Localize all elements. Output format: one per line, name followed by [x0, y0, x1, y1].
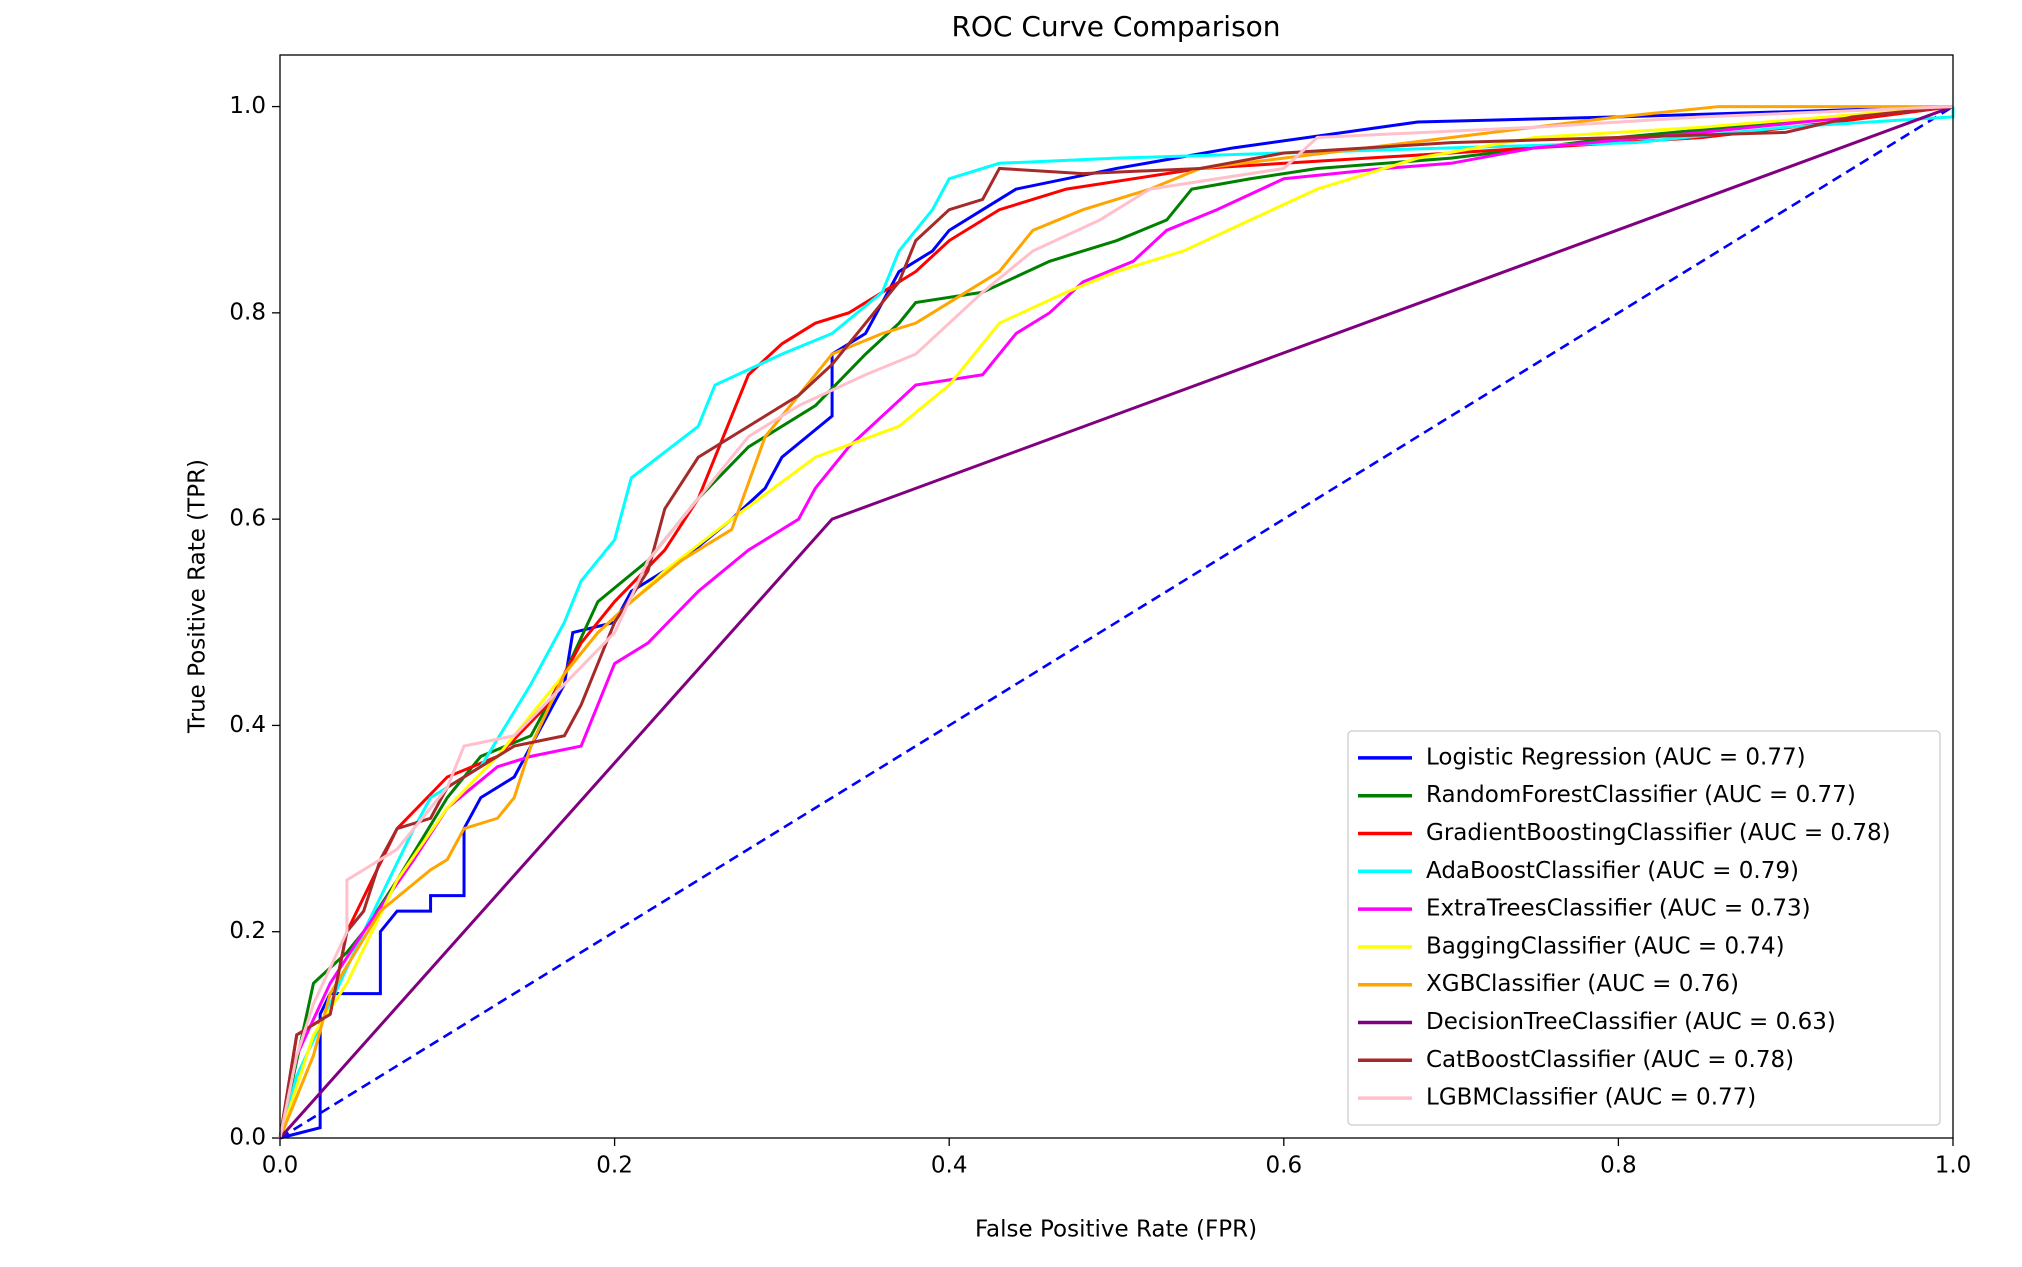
legend-label: CatBoostClassifier (AUC = 0.78) [1426, 1047, 1794, 1073]
x-tick-label: 0.2 [596, 1153, 633, 1179]
y-tick-label: 0.6 [229, 506, 266, 532]
legend-label: Logistic Regression (AUC = 0.77) [1426, 744, 1806, 770]
legend-label: AdaBoostClassifier (AUC = 0.79) [1426, 858, 1799, 884]
reference-line [279, 105, 1954, 1140]
plot-frame [279, 54, 1954, 1139]
y-tick-label: 0.8 [229, 299, 266, 325]
x-tick-label: 1.0 [1935, 1153, 1972, 1179]
roc-curve [278, 106, 1955, 1139]
roc-curve [278, 105, 1954, 1139]
roc-curve [279, 105, 1954, 1140]
legend-box [1347, 730, 1941, 1126]
y-tick-label: 0.2 [229, 918, 266, 944]
y-axis-label: True Positive Rate (TPR) [185, 459, 211, 734]
legend-label: LGBMClassifier (AUC = 0.77) [1426, 1085, 1756, 1111]
x-tick-label: 0.6 [1266, 1153, 1303, 1179]
x-tick-label: 0.0 [262, 1153, 299, 1179]
y-tick-label: 0.4 [229, 712, 266, 738]
y-tick-label: 0.0 [229, 1125, 266, 1151]
legend-label: XGBClassifier (AUC = 0.76) [1426, 971, 1739, 997]
roc-curve [278, 105, 1954, 1139]
y-tick-label: 1.0 [229, 93, 266, 119]
legend-label: ExtraTreesClassifier (AUC = 0.73) [1426, 896, 1811, 922]
x-tick-label: 0.4 [931, 1153, 968, 1179]
roc-curve [278, 105, 1954, 1139]
legend-label: GradientBoostingClassifier (AUC = 0.78) [1426, 820, 1891, 846]
roc-curve [278, 105, 1954, 1139]
chart-title: ROC Curve Comparison [951, 10, 1280, 43]
x-axis-label: False Positive Rate (FPR) [975, 1217, 1257, 1243]
legend: Logistic Regression (AUC = 0.77) RandomFo… [1347, 730, 1941, 1126]
roc-curve [278, 105, 1954, 1139]
roc-curve [278, 105, 1954, 1139]
x-tick-label: 0.8 [1600, 1153, 1637, 1179]
legend-label: RandomForestClassifier (AUC = 0.77) [1426, 782, 1856, 808]
legend-label: BaggingClassifier (AUC = 0.74) [1426, 933, 1785, 959]
legend-label: DecisionTreeClassifier (AUC = 0.63) [1426, 1009, 1836, 1035]
